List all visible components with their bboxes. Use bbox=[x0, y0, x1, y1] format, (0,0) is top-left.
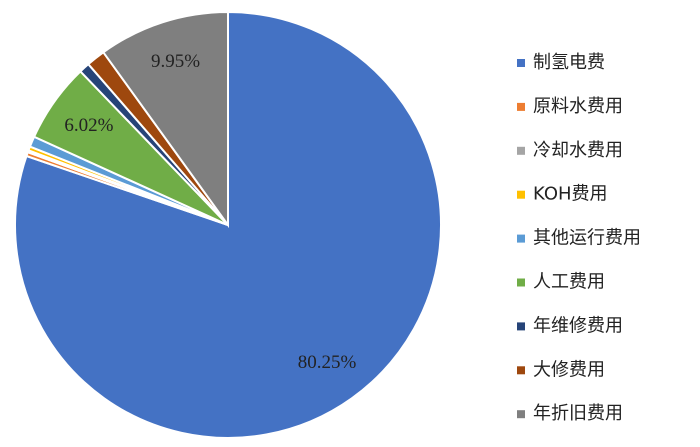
legend-swatch bbox=[517, 59, 525, 67]
legend-label: 原料水费用 bbox=[533, 96, 623, 117]
data-label: 9.95% bbox=[151, 51, 200, 72]
legend-swatch bbox=[517, 234, 525, 243]
legend-label: 大修费用 bbox=[533, 359, 605, 380]
legend-swatch bbox=[517, 410, 525, 419]
legend-swatch bbox=[517, 366, 525, 375]
legend-swatch bbox=[517, 102, 525, 111]
legend-label: 年维修费用 bbox=[533, 315, 623, 336]
legend-swatch bbox=[517, 278, 525, 287]
legend-label: 人工费用 bbox=[533, 272, 605, 293]
legend-label: 冷却水费用 bbox=[533, 140, 623, 161]
legend-label: 年折旧费用 bbox=[533, 403, 623, 424]
legend-swatch bbox=[517, 146, 525, 155]
pie-slice bbox=[14, 10, 442, 439]
legend-label: 其他运行费用 bbox=[533, 228, 641, 249]
data-label: 6.02% bbox=[64, 115, 113, 136]
data-label: 80.25% bbox=[298, 352, 357, 373]
pie-slice bbox=[101, 10, 229, 229]
legend-label: 制氢电费 bbox=[533, 52, 605, 73]
legend-swatch bbox=[517, 322, 525, 331]
legend-swatch bbox=[517, 190, 525, 199]
legend-label: KOH费用 bbox=[533, 184, 608, 205]
